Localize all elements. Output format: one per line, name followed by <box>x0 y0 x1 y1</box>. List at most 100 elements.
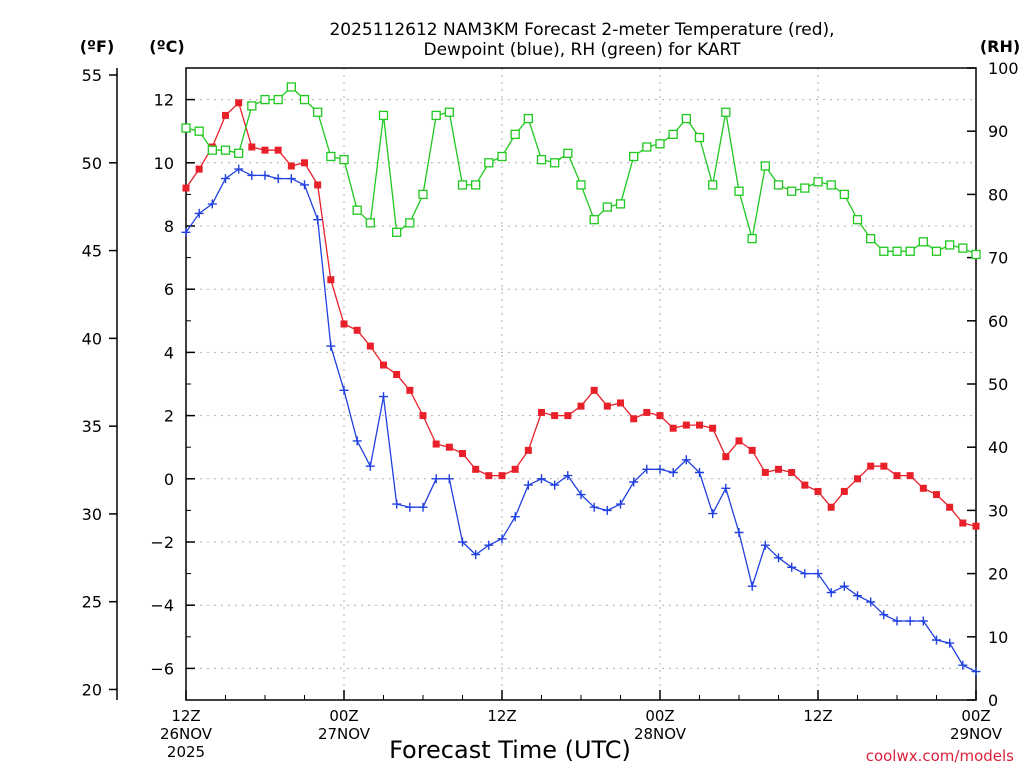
rh-point <box>194 126 204 136</box>
temperature-point <box>933 491 940 499</box>
rh-point <box>378 110 389 121</box>
fahrenheit-tick-label: 50 <box>82 154 102 173</box>
rh-point <box>299 94 310 105</box>
dewpoint-point <box>352 436 362 446</box>
fahrenheit-tick-label: 20 <box>82 680 102 699</box>
dewpoint-point <box>484 540 494 550</box>
dewpoint-point <box>418 502 428 512</box>
fahrenheit-axis: 55 50 45 40 35 30 25 20 <box>82 66 117 699</box>
dewpoint-point <box>392 499 402 509</box>
temperature-point <box>235 99 243 107</box>
dewpoint-point <box>379 392 388 402</box>
rh-point <box>971 249 981 260</box>
temperature-point <box>182 184 190 192</box>
dewpoint-point <box>194 208 204 218</box>
rh-point <box>866 233 876 244</box>
temperature-point <box>485 472 493 480</box>
temperature-point <box>432 440 440 448</box>
temperature-point <box>195 165 203 173</box>
dewpoint-point <box>247 170 257 180</box>
rh-tick-label: 0 <box>988 691 998 710</box>
rh-point <box>431 110 441 121</box>
temperature-point <box>682 421 690 429</box>
temperature-point <box>972 522 980 530</box>
temperature-point <box>814 487 822 495</box>
temperature-point <box>314 181 322 189</box>
rh-point <box>734 186 744 196</box>
temperature-point <box>643 408 651 416</box>
rh-point <box>392 227 402 237</box>
celsius-tick-label: 12 <box>154 91 174 110</box>
dewpoint-point <box>313 215 323 225</box>
temperature-point <box>946 503 954 511</box>
temperature-point <box>564 412 572 420</box>
credit-link[interactable]: coolwx.com/models <box>866 747 1014 765</box>
temperature-point <box>419 412 427 420</box>
rh-point <box>313 107 323 117</box>
temperature-point <box>498 472 506 480</box>
rh-tick-label: 60 <box>988 312 1008 331</box>
rh-unit-label: (RH) <box>980 37 1020 56</box>
rh-point <box>905 246 915 256</box>
rh-point <box>945 240 955 250</box>
rh-point <box>760 161 770 171</box>
dewpoint-point <box>616 499 625 509</box>
temperature-point <box>867 462 875 470</box>
rh-point <box>615 199 626 209</box>
time-tick-label: 29NOV <box>950 725 1003 743</box>
rh-point <box>773 180 784 190</box>
rh-tick-label: 70 <box>988 249 1008 268</box>
temperature-point <box>274 146 282 154</box>
dewpoint-point <box>760 540 770 550</box>
temperature-point <box>919 484 927 492</box>
rh-tick-label: 30 <box>988 501 1008 520</box>
dewpoint-point <box>971 667 981 677</box>
temperature-point <box>827 503 835 511</box>
dewpoint-point <box>471 550 481 560</box>
temperature-point <box>287 162 295 170</box>
rh-point <box>181 123 191 133</box>
dewpoint-point <box>721 483 731 493</box>
dewpoint-point <box>221 174 230 184</box>
rh-point <box>207 145 217 155</box>
rh-point <box>326 151 336 162</box>
rh-point <box>471 180 481 190</box>
celsius-unit-label: (ºC) <box>149 37 184 56</box>
dewpoint-point <box>918 616 928 626</box>
temperature-point <box>761 468 769 476</box>
temperature-point <box>353 326 361 334</box>
temperature-point <box>854 475 861 483</box>
temperature-point <box>577 402 585 410</box>
dewpoint-point <box>300 180 309 190</box>
dewpoint-point <box>550 480 560 490</box>
dewpoint-point <box>945 638 955 648</box>
fahrenheit-tick-label: 40 <box>82 329 102 348</box>
rh-point <box>444 107 454 117</box>
temperature-point <box>893 472 901 480</box>
temperature-line <box>185 101 977 527</box>
celsius-tick-label: 6 <box>164 280 174 299</box>
rh-point <box>339 154 349 165</box>
dewpoint-point <box>497 534 507 544</box>
dewpoint-point <box>932 635 941 645</box>
dewpoint-point <box>234 164 244 174</box>
celsius-tick-label: −6 <box>150 659 174 678</box>
dewpoint-point <box>602 505 612 515</box>
rh-point <box>589 215 599 225</box>
time-tick-label: 12Z <box>171 707 200 725</box>
rh-point <box>576 180 586 190</box>
dewpoint-point <box>655 464 665 474</box>
dewpoint-point <box>879 610 889 620</box>
rh-point <box>273 94 283 105</box>
rh-point <box>892 246 902 256</box>
temperature-point <box>788 468 796 476</box>
temperature-point <box>511 465 519 473</box>
dewpoint-point <box>207 199 217 209</box>
temperature-point <box>801 481 809 489</box>
dewpoint-point <box>958 660 968 670</box>
rh-point <box>747 233 757 244</box>
rh-point <box>931 246 942 256</box>
dewpoint-point <box>747 581 757 591</box>
